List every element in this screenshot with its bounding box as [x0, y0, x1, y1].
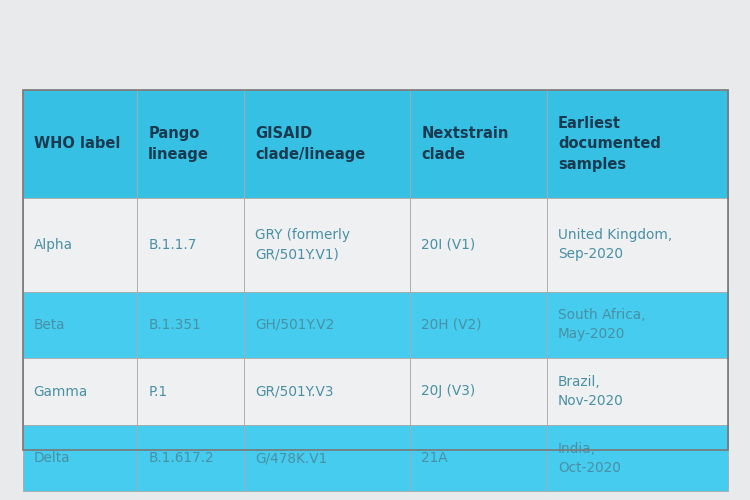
Bar [244, 425, 410, 492]
Bar [410, 90, 547, 198]
Bar [137, 425, 244, 492]
Text: B.1.351: B.1.351 [148, 318, 201, 332]
Text: Pango
lineage: Pango lineage [148, 126, 209, 162]
Text: Nextstrain
clade: Nextstrain clade [422, 126, 509, 162]
Text: B.1.1.7: B.1.1.7 [148, 238, 196, 252]
Text: GRY (formerly
GR/501Y.V1): GRY (formerly GR/501Y.V1) [255, 228, 350, 262]
Text: Gamma: Gamma [34, 384, 88, 398]
Text: India,
Oct-2020: India, Oct-2020 [558, 442, 621, 474]
Bar [410, 358, 547, 425]
Text: United Kingdom,
Sep-2020: United Kingdom, Sep-2020 [558, 228, 672, 262]
Bar [22, 198, 137, 292]
Bar [137, 358, 244, 425]
Text: WHO label: WHO label [34, 136, 120, 152]
Bar [22, 292, 137, 358]
Bar [547, 358, 728, 425]
Text: B.1.617.2: B.1.617.2 [148, 451, 214, 465]
Bar [244, 292, 410, 358]
Bar [410, 292, 547, 358]
Text: Alpha: Alpha [34, 238, 73, 252]
Text: GH/501Y.V2: GH/501Y.V2 [255, 318, 334, 332]
Bar [244, 198, 410, 292]
Bar [137, 292, 244, 358]
Text: GR/501Y.V3: GR/501Y.V3 [255, 384, 334, 398]
Bar [547, 292, 728, 358]
Bar [244, 90, 410, 198]
Bar [137, 90, 244, 198]
Bar [410, 425, 547, 492]
Text: 20I (V1): 20I (V1) [422, 238, 476, 252]
Text: South Africa,
May-2020: South Africa, May-2020 [558, 308, 646, 342]
Text: 21A: 21A [422, 451, 448, 465]
Text: Brazil,
Nov-2020: Brazil, Nov-2020 [558, 375, 624, 408]
Text: 20J (V3): 20J (V3) [422, 384, 476, 398]
Text: GISAID
clade/lineage: GISAID clade/lineage [255, 126, 365, 162]
Bar [22, 425, 137, 492]
Text: Beta: Beta [34, 318, 65, 332]
Text: P.1: P.1 [148, 384, 167, 398]
Text: Earliest
documented
samples: Earliest documented samples [558, 116, 661, 172]
Bar [22, 90, 137, 198]
Bar [22, 90, 728, 450]
Bar [137, 198, 244, 292]
Text: G/478K.V1: G/478K.V1 [255, 451, 328, 465]
Bar [547, 90, 728, 198]
Bar [22, 358, 137, 425]
Bar [547, 425, 728, 492]
Text: 20H (V2): 20H (V2) [422, 318, 482, 332]
Text: Delta: Delta [34, 451, 70, 465]
Bar [547, 198, 728, 292]
Bar [244, 358, 410, 425]
Bar [410, 198, 547, 292]
